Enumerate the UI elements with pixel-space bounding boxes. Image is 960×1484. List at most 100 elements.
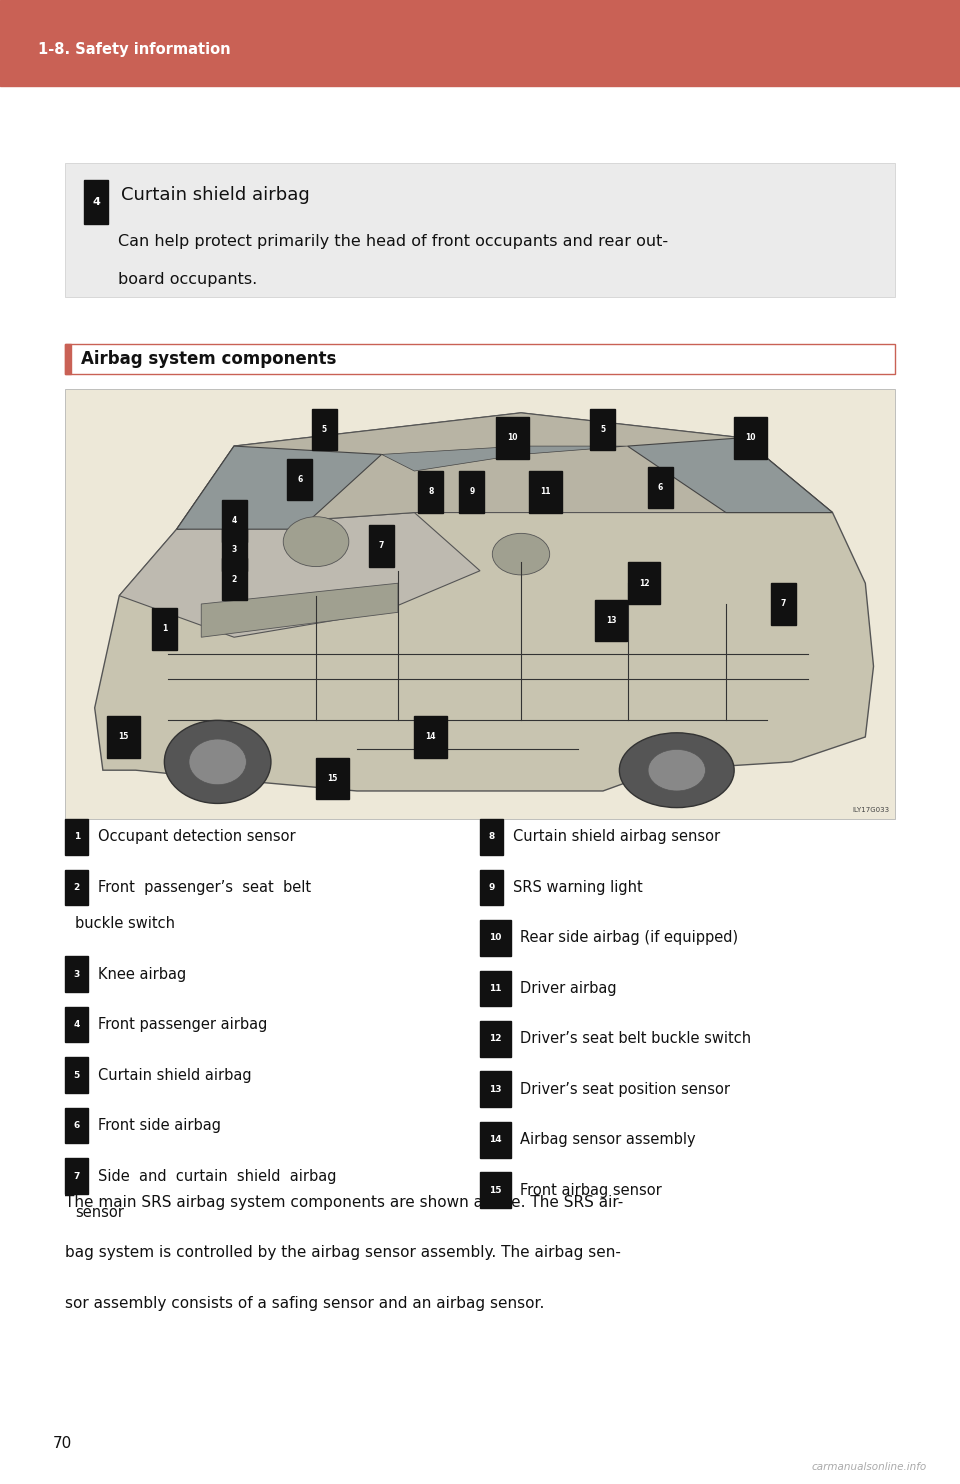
Text: 15: 15 (489, 1186, 502, 1195)
Text: 12: 12 (638, 579, 649, 588)
Text: 12: 12 (489, 1034, 502, 1043)
Text: 13: 13 (489, 1085, 502, 1094)
Text: Curtain shield airbag sensor: Curtain shield airbag sensor (513, 830, 720, 844)
Bar (480, 971, 511, 1006)
Bar (222, 500, 247, 542)
Text: 15: 15 (327, 775, 338, 784)
Bar (480, 1122, 511, 1158)
Bar (312, 408, 337, 450)
Bar (370, 525, 395, 567)
Bar (65, 1158, 88, 1193)
Text: 11: 11 (540, 487, 551, 496)
Text: 1-8. Safety information: 1-8. Safety information (38, 43, 231, 58)
Text: 3: 3 (74, 969, 80, 979)
Text: Driver airbag: Driver airbag (520, 981, 617, 996)
Text: Driver’s seat belt buckle switch: Driver’s seat belt buckle switch (520, 1031, 752, 1046)
Text: 11: 11 (489, 984, 502, 993)
Ellipse shape (283, 516, 348, 567)
Bar (628, 562, 660, 604)
Bar (0, 0, 960, 86)
Text: 4: 4 (74, 1020, 80, 1030)
Text: 3: 3 (231, 546, 237, 555)
Polygon shape (382, 447, 628, 470)
Text: 9: 9 (469, 487, 474, 496)
Text: SRS warning light: SRS warning light (513, 880, 642, 895)
Text: 5: 5 (322, 424, 326, 433)
Text: Airbag system components: Airbag system components (81, 350, 336, 368)
Bar (65, 344, 71, 374)
Text: 2: 2 (74, 883, 80, 892)
Bar (480, 819, 503, 855)
Bar (65, 1107, 88, 1143)
Ellipse shape (648, 749, 706, 791)
Bar (419, 470, 444, 512)
Text: 14: 14 (425, 733, 436, 742)
Polygon shape (202, 583, 398, 637)
Text: 7: 7 (379, 542, 384, 551)
Text: 1: 1 (74, 833, 80, 841)
Text: Front  passenger’s  seat  belt: Front passenger’s seat belt (98, 880, 311, 895)
Bar (529, 470, 562, 512)
Bar (480, 1172, 511, 1208)
Bar (65, 870, 88, 905)
Text: 10: 10 (490, 933, 501, 942)
Polygon shape (177, 413, 832, 530)
Text: Can help protect primarily the head of front occupants and rear out-: Can help protect primarily the head of f… (118, 234, 668, 249)
Bar (84, 180, 108, 224)
Ellipse shape (492, 533, 550, 574)
Text: sensor: sensor (75, 1205, 124, 1220)
Bar (65, 1057, 88, 1092)
Text: buckle switch: buckle switch (75, 916, 175, 932)
Bar (648, 467, 673, 509)
Text: board occupants.: board occupants. (118, 272, 257, 286)
Text: The main SRS airbag system components are shown above. The SRS air-: The main SRS airbag system components ar… (65, 1195, 624, 1209)
Text: 10: 10 (745, 433, 756, 442)
Polygon shape (95, 413, 874, 791)
Bar (65, 956, 88, 991)
Ellipse shape (619, 733, 734, 807)
Bar (459, 470, 484, 512)
Bar (65, 1006, 88, 1042)
Ellipse shape (164, 720, 271, 803)
Bar (415, 717, 447, 758)
Text: 9: 9 (489, 883, 494, 892)
Text: 14: 14 (489, 1135, 502, 1144)
Bar (771, 583, 796, 625)
Text: 1: 1 (161, 625, 167, 634)
Text: 4: 4 (92, 197, 100, 206)
Bar (287, 459, 312, 500)
Bar (222, 558, 247, 600)
Text: Airbag sensor assembly: Airbag sensor assembly (520, 1132, 696, 1147)
Text: 8: 8 (428, 487, 434, 496)
Text: Occupant detection sensor: Occupant detection sensor (98, 830, 296, 844)
Text: ILY17G033: ILY17G033 (852, 807, 890, 813)
Text: Front airbag sensor: Front airbag sensor (520, 1183, 662, 1198)
Bar (65, 819, 88, 855)
Bar (595, 600, 628, 641)
Text: Rear side airbag (if equipped): Rear side airbag (if equipped) (520, 930, 738, 945)
Text: 2: 2 (231, 574, 237, 583)
Text: 8: 8 (489, 833, 494, 841)
Text: 4: 4 (231, 516, 237, 525)
Text: 6: 6 (297, 475, 302, 484)
Text: 70: 70 (53, 1437, 72, 1451)
Ellipse shape (189, 739, 247, 785)
Text: Curtain shield airbag: Curtain shield airbag (98, 1067, 252, 1083)
Text: 15: 15 (118, 733, 129, 742)
Bar (590, 408, 615, 450)
Text: 10: 10 (508, 433, 518, 442)
Polygon shape (628, 438, 832, 512)
Bar (65, 163, 895, 297)
Bar (108, 717, 140, 758)
Bar (222, 530, 247, 571)
Bar (480, 1021, 511, 1057)
Text: Side  and  curtain  shield  airbag: Side and curtain shield airbag (98, 1168, 336, 1184)
Text: carmanualsonline.info: carmanualsonline.info (811, 1462, 926, 1472)
Text: Curtain shield airbag: Curtain shield airbag (121, 186, 310, 203)
Text: 5: 5 (600, 424, 606, 433)
Text: Driver’s seat position sensor: Driver’s seat position sensor (520, 1082, 731, 1097)
Bar (316, 758, 348, 800)
Bar (496, 417, 529, 459)
Text: bag system is controlled by the airbag sensor assembly. The airbag sen-: bag system is controlled by the airbag s… (65, 1245, 621, 1260)
Bar (152, 608, 177, 650)
